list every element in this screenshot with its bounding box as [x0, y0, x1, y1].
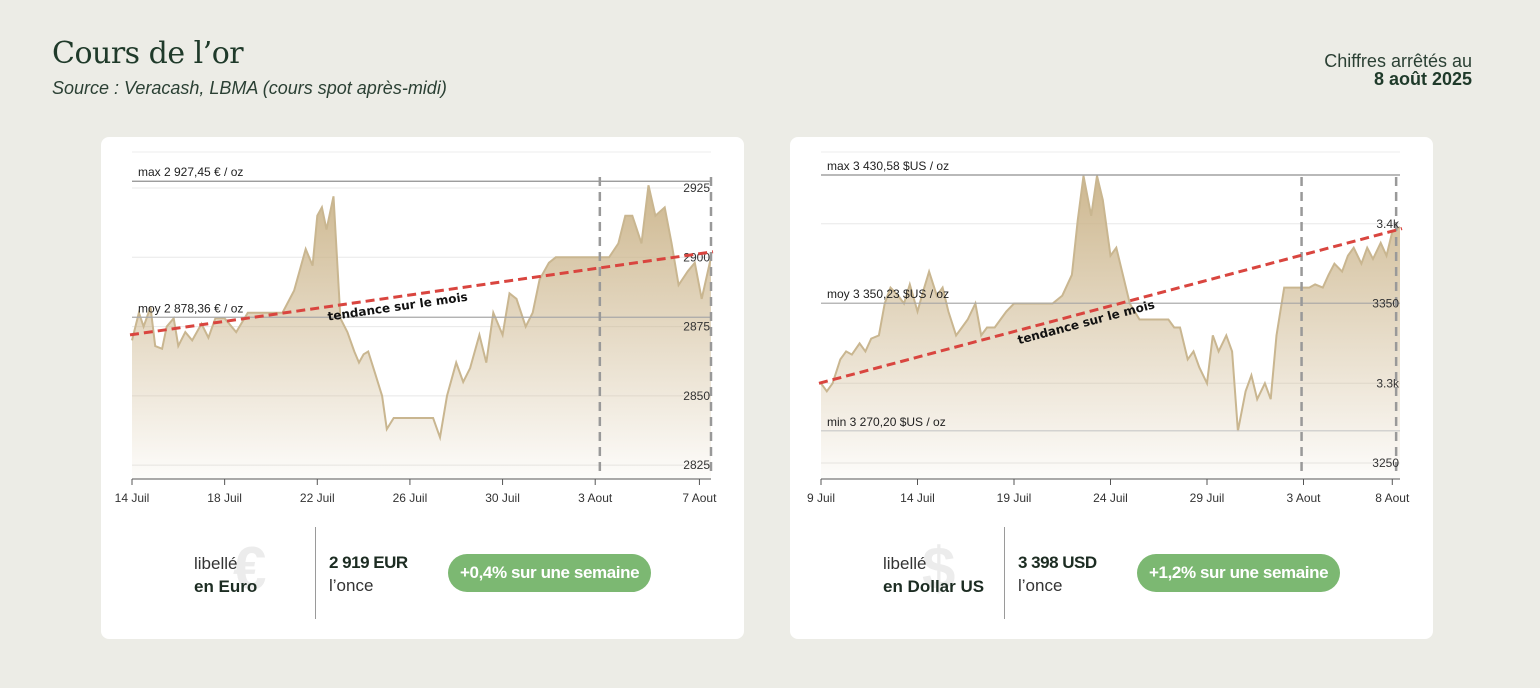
price-block: 2 919 EUR l’once — [329, 551, 408, 597]
euro-summary: € libellé en Euro 2 919 EUR l’once +0,4%… — [101, 527, 744, 627]
y-tick-label: 3350 — [1372, 297, 1399, 311]
price-unit: l’once — [329, 576, 374, 595]
x-tick-label: 3 Aout — [578, 491, 613, 505]
x-tick-label: 29 Juil — [1190, 491, 1225, 505]
min-label: min 3 270,20 $US / oz — [827, 415, 946, 429]
trend-label: tendance sur le mois — [327, 290, 469, 324]
currency-label-line1: libellé — [194, 554, 238, 573]
price-unit: l’once — [1018, 576, 1063, 595]
page-title: Cours de l’or — [52, 36, 244, 71]
weekly-change-badge: +1,2% sur une semaine — [1137, 554, 1341, 592]
date-label: Chiffres arrêtés au — [1324, 51, 1472, 71]
price-block: 3 398 USD l’once — [1018, 551, 1097, 597]
y-tick-label: 3.4k — [1376, 217, 1400, 231]
x-tick-label: 14 Juil — [115, 491, 150, 505]
max-label: max 3 430,58 $US / oz — [827, 159, 949, 173]
dollar-icon: $ — [922, 535, 956, 602]
currency-label: libellé en Euro — [194, 552, 257, 598]
price-area — [132, 185, 711, 480]
euro-icon: € — [233, 535, 267, 602]
data-date: Chiffres arrêtés au 8 août 2025 — [1324, 52, 1472, 88]
trend-line — [818, 227, 1403, 385]
x-tick-label: 9 Juil — [807, 491, 835, 505]
currency-label-line2: en Euro — [194, 577, 258, 596]
max-label: max 2 927,45 € / oz — [138, 165, 243, 179]
y-tick-label: 2925 — [683, 181, 710, 195]
y-tick-label: 3250 — [1372, 456, 1399, 470]
dollar-card: max 3 430,58 $US / oz moy 3 350,23 $US / … — [790, 137, 1433, 639]
euro-card: max 2 927,45 € / oz moy 2 878,36 € / oz 28… — [101, 137, 744, 639]
x-tick-label: 30 Juil — [485, 491, 520, 505]
y-tick-label: 2875 — [683, 320, 710, 334]
avg-label: moy 3 350,23 $US / oz — [827, 287, 949, 301]
x-tick-label: 19 Juil — [997, 491, 1032, 505]
dollar-gold-chart: max 3 430,58 $US / oz moy 3 350,23 $US / … — [807, 151, 1410, 505]
currency-label-line2: en Dollar US — [883, 577, 985, 596]
x-tick-label: 18 Juil — [207, 491, 242, 505]
currency-label: libellé en Dollar US — [883, 552, 984, 598]
weekly-change-badge: +0,4% sur une semaine — [448, 554, 652, 592]
date-value: 8 août 2025 — [1373, 69, 1472, 89]
divider — [315, 527, 316, 619]
price-value: 2 919 EUR — [329, 553, 408, 572]
x-tick-label: 8 Aout — [1375, 491, 1410, 505]
price-value: 3 398 USD — [1018, 553, 1097, 572]
currency-label-line1: libellé — [883, 554, 927, 573]
x-tick-label: 7 Aout — [682, 491, 717, 505]
y-tick-label: 2825 — [683, 458, 710, 472]
divider — [1004, 527, 1005, 619]
trend-line — [129, 250, 714, 337]
euro-gold-chart: max 2 927,45 € / oz moy 2 878,36 € / oz 28… — [115, 151, 717, 505]
x-tick-label: 14 Juil — [900, 491, 935, 505]
price-line — [820, 175, 1401, 432]
y-tick-label: 2850 — [683, 389, 710, 403]
y-tick-label: 3.3k — [1376, 376, 1400, 390]
price-area — [821, 175, 1400, 479]
dollar-summary: $ libellé en Dollar US 3 398 USD l’once … — [790, 527, 1433, 627]
avg-label: moy 2 878,36 € / oz — [138, 301, 243, 315]
x-tick-label: 26 Juil — [393, 491, 428, 505]
x-tick-label: 22 Juil — [300, 491, 335, 505]
x-tick-label: 24 Juil — [1093, 491, 1128, 505]
x-tick-label: 3 Aout — [1286, 491, 1321, 505]
source-note: Source : Veracash, LBMA (cours spot aprè… — [52, 78, 447, 98]
price-line — [131, 185, 712, 442]
